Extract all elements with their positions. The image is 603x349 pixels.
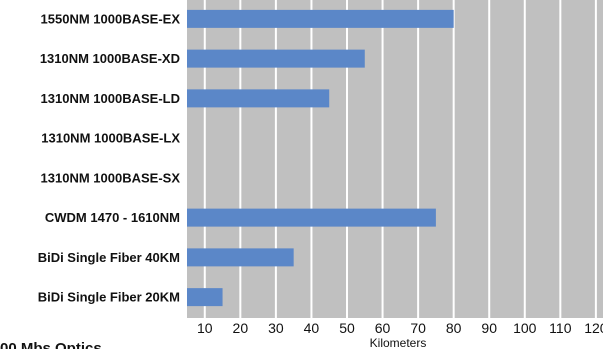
x-tick-label: 100 (513, 320, 537, 336)
bar (187, 248, 294, 267)
x-tick-label: 30 (268, 320, 284, 336)
category-label: 1550NM 1000BASE-EX (41, 11, 181, 26)
x-tick-label: 110 (549, 320, 572, 336)
x-tick-label: 50 (339, 320, 355, 336)
x-tick-labels: 10 20 30 40 50 60 70 80 90 100 110 120 (197, 320, 603, 336)
x-tick-label: 60 (375, 320, 391, 336)
bars (187, 9, 454, 307)
bar (187, 89, 330, 108)
bar (187, 288, 223, 307)
x-axis-title: Kilometers (370, 336, 427, 349)
category-label: 1310NM 1000BASE-LD (41, 91, 180, 106)
x-tick-label: 10 (197, 320, 213, 336)
category-label: 1310NM 1000BASE-XD (40, 51, 180, 66)
x-tick-label: 20 (233, 320, 249, 336)
category-label: CWDM 1470 - 1610NM (45, 210, 180, 225)
category-labels: 1550NM 1000BASE-EX 1310NM 1000BASE-XD 1310… (38, 11, 181, 304)
plot-area (187, 0, 603, 318)
category-label: BiDi Single Fiber 20KM (38, 290, 180, 305)
footer-partial-text: 00 Mbs Optics (0, 340, 102, 349)
category-label: 1310NM 1000BASE-LX (41, 131, 180, 146)
x-tick-label: 90 (481, 320, 497, 336)
bar (187, 9, 454, 28)
category-label: 1310NM 1000BASE-SX (41, 170, 181, 185)
bar (187, 208, 436, 227)
category-label: BiDi Single Fiber 40KM (38, 250, 180, 265)
x-tick-label: 80 (446, 320, 462, 336)
x-tick-label: 120 (584, 320, 603, 336)
x-tick-label: 70 (410, 320, 426, 336)
bar (187, 49, 365, 68)
x-tick-label: 40 (304, 320, 320, 336)
